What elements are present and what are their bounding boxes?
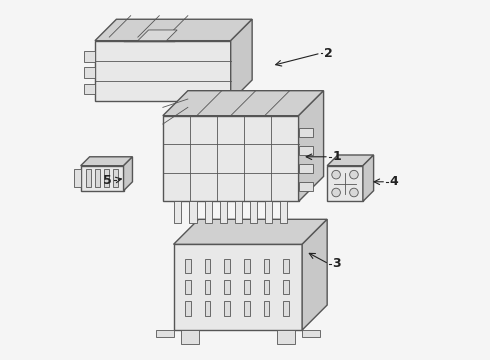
Polygon shape	[264, 301, 270, 316]
Text: 3: 3	[333, 257, 341, 270]
Polygon shape	[174, 202, 181, 223]
Polygon shape	[104, 169, 109, 187]
Polygon shape	[264, 258, 270, 273]
Polygon shape	[244, 258, 249, 273]
Polygon shape	[205, 258, 210, 273]
Circle shape	[332, 188, 341, 197]
Polygon shape	[185, 258, 191, 273]
Polygon shape	[244, 280, 249, 294]
Polygon shape	[283, 258, 289, 273]
Polygon shape	[181, 330, 198, 344]
Circle shape	[350, 170, 358, 179]
Polygon shape	[224, 258, 230, 273]
Polygon shape	[84, 67, 95, 78]
Polygon shape	[277, 330, 295, 344]
Polygon shape	[204, 202, 212, 223]
Polygon shape	[81, 157, 132, 166]
Polygon shape	[138, 30, 177, 41]
Text: 4: 4	[390, 175, 398, 188]
Polygon shape	[265, 202, 272, 223]
Text: 1: 1	[333, 150, 341, 163]
Polygon shape	[173, 244, 302, 330]
Polygon shape	[81, 166, 123, 191]
Polygon shape	[231, 19, 252, 102]
Polygon shape	[95, 19, 252, 41]
Polygon shape	[86, 169, 92, 187]
Polygon shape	[298, 164, 313, 173]
Polygon shape	[185, 280, 191, 294]
Polygon shape	[173, 219, 327, 244]
Polygon shape	[205, 280, 210, 294]
Polygon shape	[205, 301, 210, 316]
Polygon shape	[163, 116, 298, 202]
Polygon shape	[244, 301, 249, 316]
Polygon shape	[84, 51, 95, 62]
Polygon shape	[113, 169, 118, 187]
Polygon shape	[280, 202, 287, 223]
Polygon shape	[95, 169, 100, 187]
Polygon shape	[283, 280, 289, 294]
Polygon shape	[264, 280, 270, 294]
Polygon shape	[363, 155, 373, 202]
Polygon shape	[84, 84, 95, 94]
Polygon shape	[95, 41, 231, 102]
Polygon shape	[224, 280, 230, 294]
Circle shape	[350, 188, 358, 197]
Polygon shape	[220, 202, 227, 223]
Polygon shape	[185, 301, 191, 316]
Polygon shape	[327, 155, 373, 166]
Polygon shape	[123, 157, 132, 191]
Polygon shape	[298, 91, 323, 202]
Polygon shape	[156, 330, 173, 337]
Polygon shape	[74, 169, 81, 187]
Polygon shape	[224, 301, 230, 316]
Polygon shape	[302, 219, 327, 330]
Polygon shape	[190, 202, 196, 223]
Circle shape	[332, 170, 341, 179]
Polygon shape	[298, 146, 313, 155]
Polygon shape	[163, 91, 323, 116]
Polygon shape	[302, 330, 320, 337]
Polygon shape	[235, 202, 242, 223]
Polygon shape	[283, 301, 289, 316]
Text: 2: 2	[323, 47, 332, 60]
Polygon shape	[298, 128, 313, 137]
Polygon shape	[298, 182, 313, 191]
Polygon shape	[327, 166, 363, 202]
Polygon shape	[250, 202, 257, 223]
Text: 5: 5	[103, 174, 112, 186]
